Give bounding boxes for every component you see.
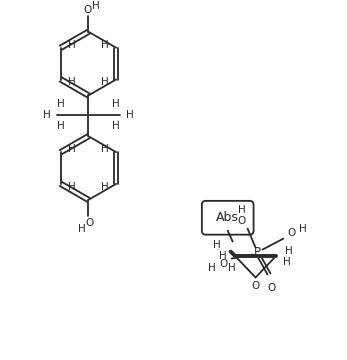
Text: H: H <box>238 205 246 215</box>
Text: H: H <box>282 257 290 266</box>
Text: H: H <box>68 40 76 50</box>
Text: H: H <box>299 224 307 234</box>
Text: H: H <box>213 240 221 249</box>
Text: O: O <box>237 216 246 226</box>
Text: H: H <box>101 144 109 154</box>
Text: H: H <box>57 99 65 109</box>
Text: O: O <box>83 5 92 15</box>
Text: H: H <box>112 99 120 109</box>
Text: H: H <box>208 264 216 274</box>
FancyBboxPatch shape <box>202 201 254 235</box>
Text: H: H <box>228 264 236 274</box>
Text: H: H <box>68 77 76 87</box>
Text: H: H <box>68 144 76 154</box>
Text: H: H <box>92 1 99 11</box>
Text: H: H <box>101 77 109 87</box>
Text: H: H <box>126 110 134 120</box>
Text: H: H <box>285 246 292 256</box>
Text: H: H <box>219 251 227 261</box>
Text: H: H <box>101 40 109 50</box>
Text: Abs: Abs <box>216 211 239 224</box>
Text: O: O <box>287 228 296 238</box>
Text: H: H <box>101 182 109 192</box>
Text: O: O <box>267 283 276 293</box>
Text: H: H <box>112 121 120 131</box>
Text: P: P <box>254 246 261 259</box>
Text: O: O <box>85 218 94 228</box>
Text: O: O <box>220 258 228 269</box>
Text: H: H <box>43 110 51 120</box>
Text: H: H <box>68 182 76 192</box>
Text: H: H <box>57 121 65 131</box>
Text: O: O <box>252 282 260 291</box>
Text: H: H <box>78 224 85 234</box>
